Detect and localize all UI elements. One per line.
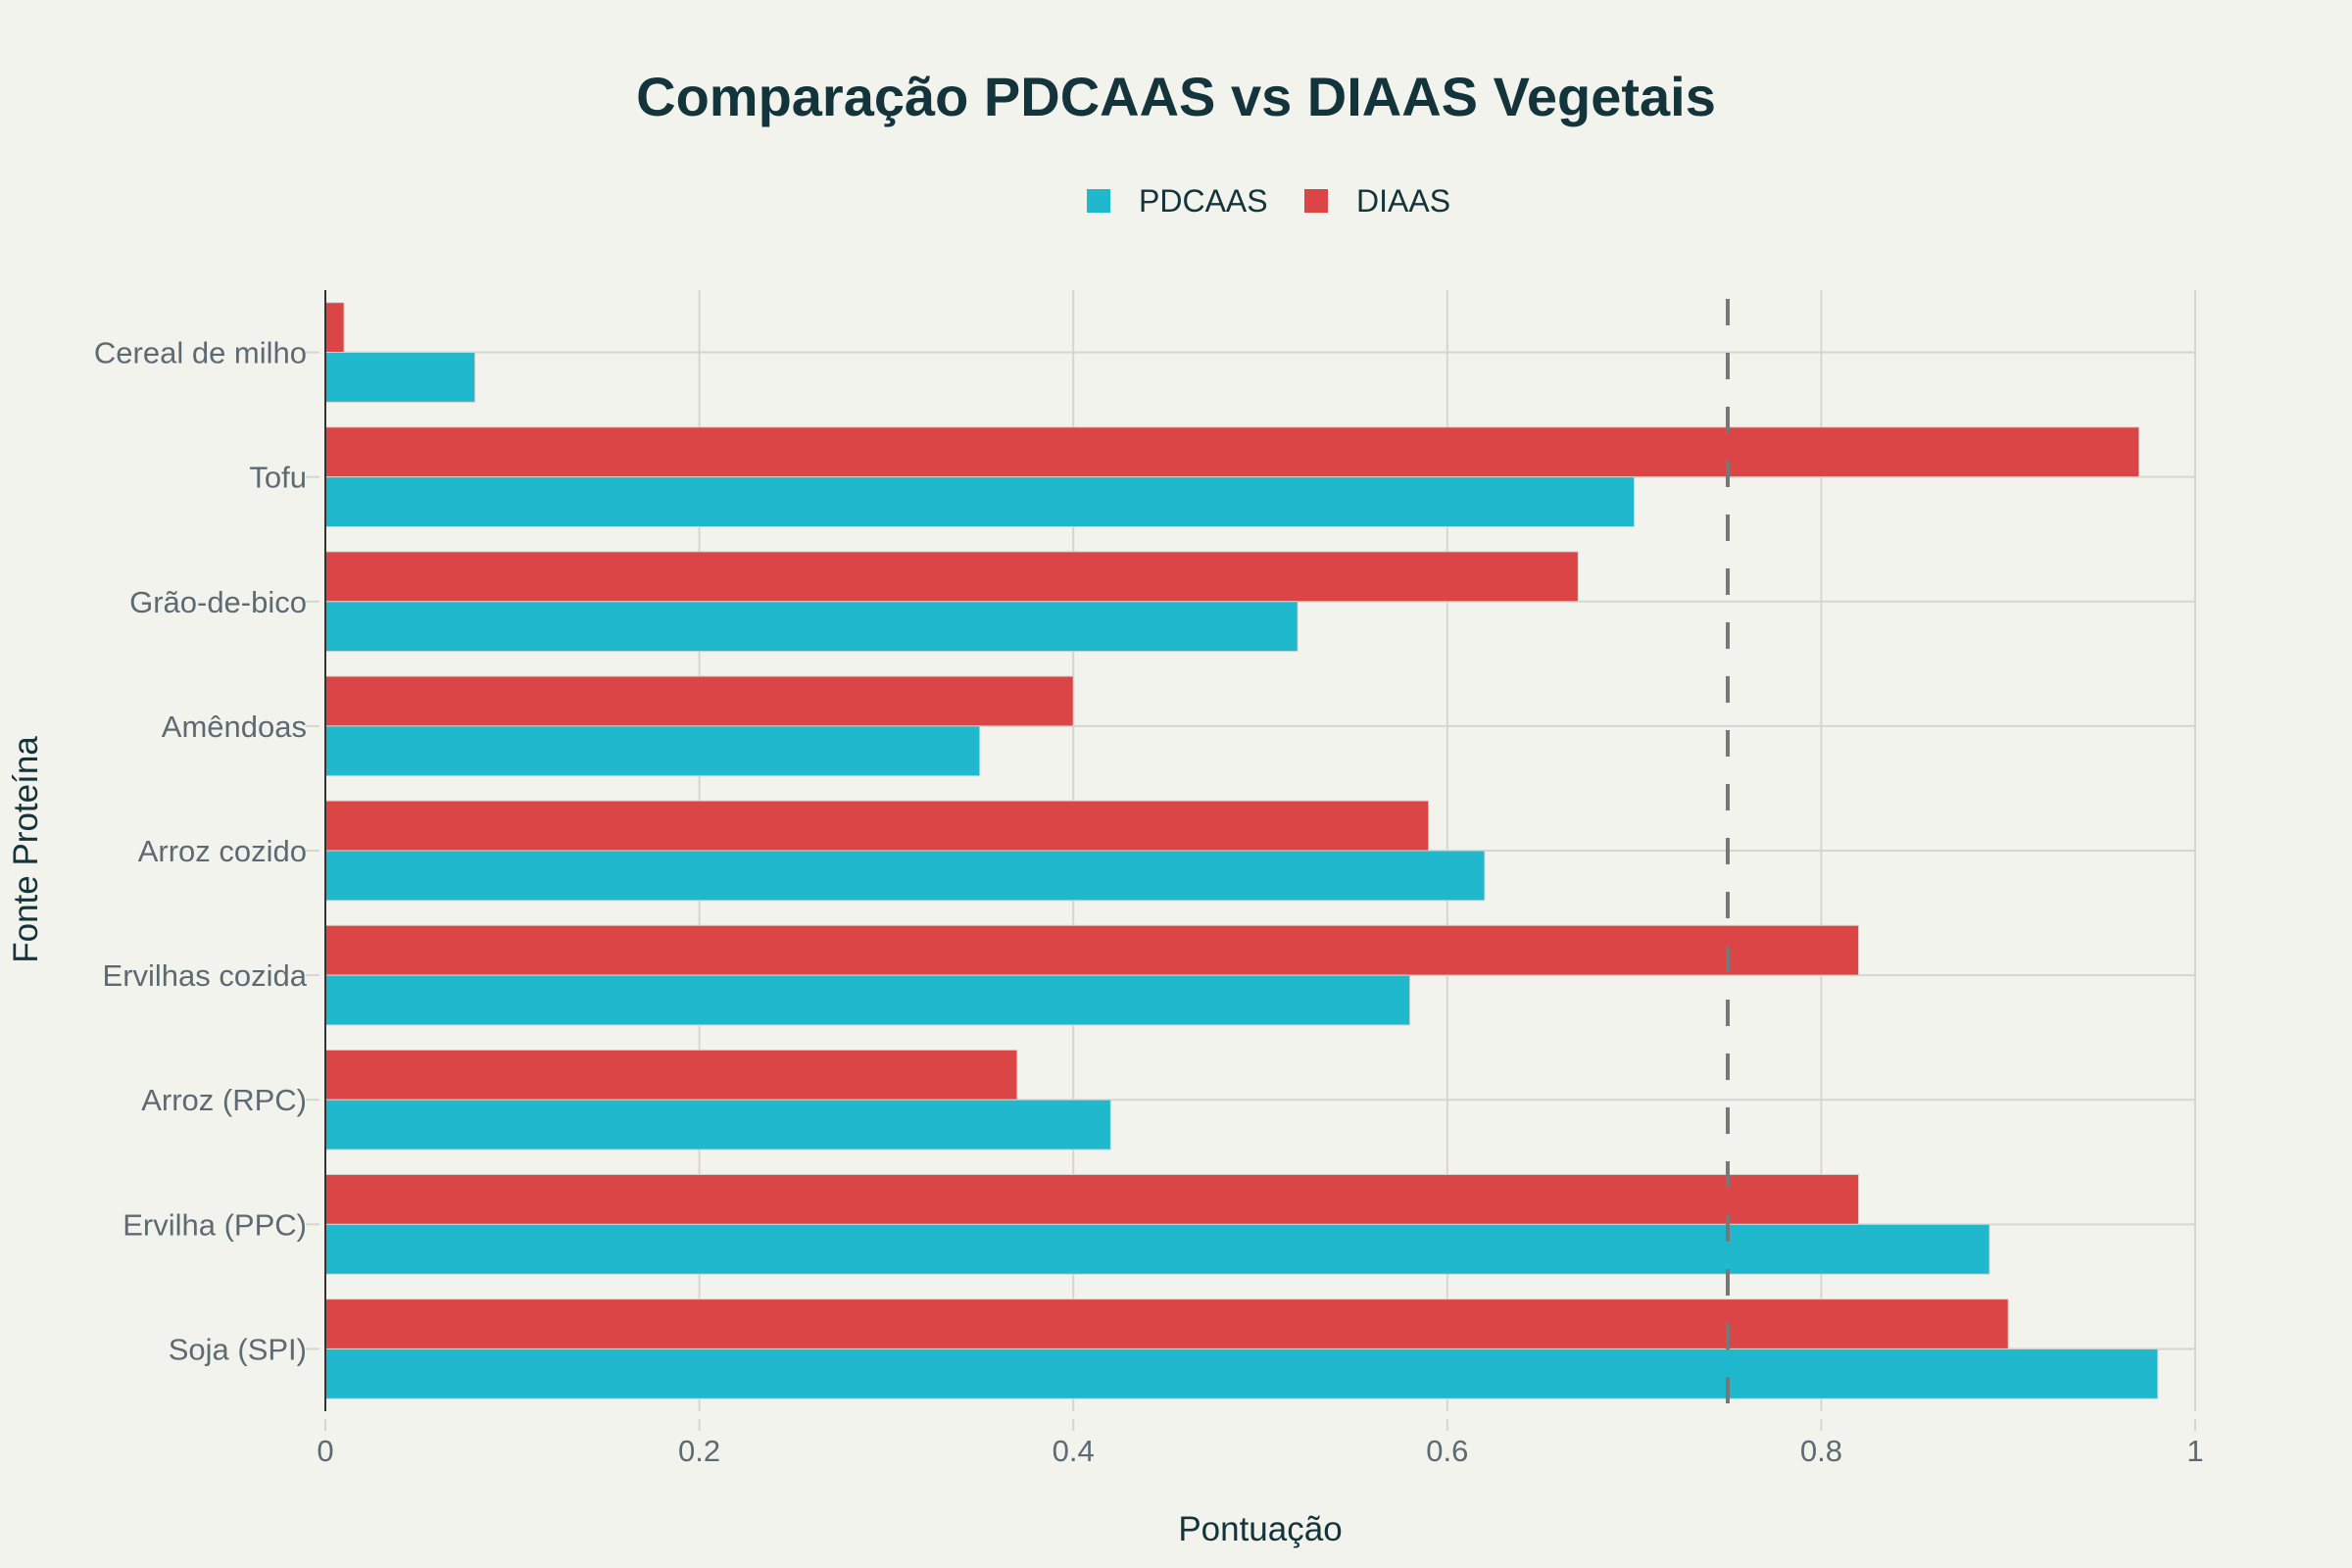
y-tick-label: Grão-de-bico [129,585,307,619]
bar-diaas [324,1173,1860,1225]
bar-diaas [324,302,345,354]
bar-pdcaas [324,1223,1990,1275]
bar-pdcaas [324,476,1636,528]
y-tick-label: Ervilha (PPC) [122,1207,307,1242]
legend-swatch-pdcaas [1087,189,1110,213]
legend: PDCAAS DIAAS [1087,183,1450,219]
x-tick-label: 0.4 [1053,1434,1095,1468]
y-tick-label: Cereal de milho [94,336,307,370]
y-tick-label: Arroz cozido [138,834,307,868]
bars [324,302,2159,1399]
bar-pdcaas [324,1348,2159,1399]
bar-diaas [324,924,1860,976]
bar-pdcaas [324,601,1298,653]
y-tick-label: Amêndoas [162,710,307,744]
y-tick-label: Ervilhas cozida [103,958,308,993]
bar-pdcaas [324,850,1486,902]
legend-label-diaas: DIAAS [1356,183,1450,219]
legend-label-pdcaas: PDCAAS [1139,183,1268,219]
axes: 0 0.2 0.4 0.6 0.8 1 Cereal de milho Tofu Grão-de… [94,290,2204,1468]
bar-diaas [324,1298,2009,1349]
x-axis-title: Pontuação [1178,1510,1342,1548]
bar-diaas [324,800,1430,852]
bar-diaas [324,551,1579,603]
x-tick-label: 0.6 [1426,1434,1468,1468]
y-tick-label: Tofu [249,461,307,495]
y-axis-title: Fonte Proteína [7,736,45,963]
y-tick-label: Soja (SPI) [169,1332,307,1366]
x-tick-label: 0 [317,1434,333,1468]
x-tick-label: 0.2 [678,1434,720,1468]
bar-diaas [324,675,1074,727]
bar-pdcaas [324,974,1411,1026]
bar-diaas [324,1049,1018,1101]
bar-pdcaas [324,1099,1111,1151]
y-tick-label: Arroz (RPC) [141,1083,307,1117]
bar-diaas [324,426,2140,478]
chart-title: Comparação PDCAAS vs DIAAS Vegetais [636,66,1716,127]
x-tick-label: 0.8 [1800,1434,1842,1468]
x-tick-label: 1 [2186,1434,2203,1468]
bar-pdcaas [324,725,981,777]
legend-swatch-diaas [1304,189,1328,213]
bar-pdcaas [324,352,476,403]
